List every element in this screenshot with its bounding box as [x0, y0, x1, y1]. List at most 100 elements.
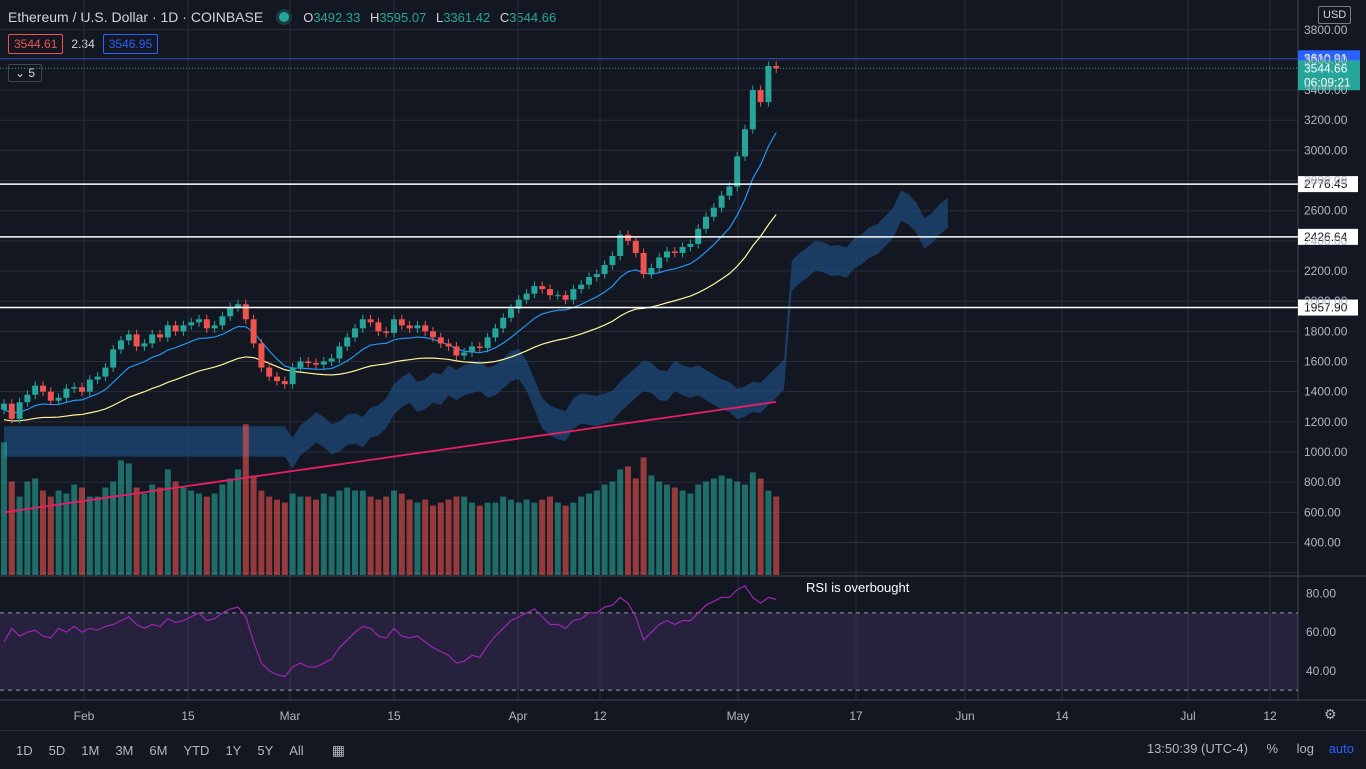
currency-button[interactable]: USD [1318, 6, 1352, 24]
volume-bar [188, 490, 195, 575]
candle-body [570, 289, 577, 300]
candle-body [726, 186, 733, 196]
x-tick-label: 15 [181, 709, 195, 723]
candle-body [352, 328, 358, 338]
volume-bar [773, 496, 780, 575]
candle-body [710, 207, 717, 217]
candle-body [172, 325, 179, 332]
candle-body [406, 325, 413, 329]
y-tick-label: 3200.00 [1304, 113, 1348, 127]
volume-bar [469, 502, 475, 575]
candle-body [297, 361, 304, 368]
candle-body [562, 295, 569, 300]
candle-body [749, 90, 756, 130]
candle-body [422, 325, 429, 332]
y-tick-label: 3800.00 [1304, 23, 1348, 37]
x-tick-label: May [727, 709, 750, 723]
volume-bar [125, 463, 132, 575]
volume-bar [47, 496, 54, 575]
rsi-tick-label: 60.00 [1306, 625, 1336, 639]
volume-bar [554, 502, 561, 575]
log-toggle[interactable]: log [1296, 741, 1314, 756]
x-tick-label: 17 [849, 709, 863, 723]
sell-button[interactable]: 3544.61 [8, 34, 64, 54]
candle-body [453, 346, 460, 356]
candle-body [734, 156, 741, 187]
volume-bar [367, 496, 374, 575]
volume-bar [86, 496, 93, 575]
calendar-icon[interactable]: ▦ [331, 741, 345, 758]
candle-body [617, 234, 624, 256]
candle-body [640, 252, 647, 275]
candle-body [250, 319, 257, 344]
candle-body [632, 240, 639, 253]
level-label: 1957.90 [1304, 301, 1348, 315]
x-tick-label: 15 [387, 709, 401, 723]
indicators-toggle[interactable]: ⌄ 5 [8, 64, 43, 82]
timeframe-ytd[interactable]: YTD [183, 742, 210, 758]
volume-bar [274, 499, 280, 575]
candle-body [461, 352, 468, 356]
percent-toggle[interactable]: % [1266, 741, 1278, 756]
bottom-toolbar: 1D 5D 1M 3M 6M YTD 1Y 5Y All ▦ 13:50:39 (UTC-4) … [0, 730, 1366, 769]
volume-bar [32, 478, 39, 575]
candle-body [180, 325, 187, 332]
timeframe-1m[interactable]: 1M [81, 742, 100, 758]
volume-bar [718, 475, 725, 575]
price-chart[interactable]: 2776.452426.641957.903610.913544.6606:09… [0, 0, 1366, 730]
symbol-title[interactable]: Ethereum / U.S. Dollar · 1D · COINBASE [8, 9, 264, 25]
buy-button[interactable]: 3546.95 [102, 34, 159, 54]
candle-body [687, 243, 694, 247]
volume-bar [500, 496, 507, 575]
volume-bar [625, 466, 631, 575]
rsi-line [3, 585, 777, 678]
volume-bar [687, 493, 694, 575]
candle-body [16, 402, 23, 419]
y-tick-label: 1600.00 [1304, 355, 1348, 369]
y-tick-label: 2400.00 [1304, 234, 1348, 248]
volume-bar [430, 505, 436, 575]
candle-body [1, 403, 7, 410]
volume-bar [219, 484, 226, 575]
candle-body [765, 65, 772, 103]
volume-bar [586, 493, 592, 575]
volume-bar [196, 493, 202, 575]
candle-body [24, 394, 31, 403]
volume-bar [703, 481, 709, 575]
gear-icon[interactable]: ⚙ [1324, 706, 1337, 722]
candle-body [47, 391, 54, 401]
open-value: 3492.33 [313, 9, 361, 25]
volume-bar [383, 496, 390, 575]
volume-bar [710, 478, 717, 575]
timeframe-6m[interactable]: 6M [149, 742, 168, 758]
volume-bar [656, 481, 663, 575]
spread-value: 2.34 [71, 37, 95, 51]
volume-bar [679, 490, 686, 575]
y-tick-label: 2000.00 [1304, 294, 1348, 308]
candle-body [203, 319, 210, 329]
volume-bar [508, 499, 514, 575]
candle-body [164, 325, 171, 338]
candle-body [547, 289, 553, 296]
low-label: L [435, 9, 444, 25]
timeframe-1y[interactable]: 1Y [225, 742, 242, 758]
timeframe-3m[interactable]: 3M [115, 742, 134, 758]
low-value: 3361.42 [443, 9, 491, 25]
volume-bar [570, 502, 577, 575]
candle-body [133, 334, 140, 347]
candle-body [554, 295, 561, 297]
timeframe-5y[interactable]: 5Y [257, 742, 274, 758]
auto-toggle[interactable]: auto [1328, 741, 1354, 756]
candle-body [8, 403, 15, 419]
volume-bar [515, 502, 522, 575]
candle-body [313, 363, 319, 365]
volume-bar [562, 505, 569, 575]
candle-body [523, 293, 530, 300]
x-tick-label: Jun [955, 709, 974, 723]
candle-body [149, 334, 156, 344]
volume-bar [289, 493, 296, 575]
timeframe-all[interactable]: All [289, 742, 304, 758]
candle-body [328, 358, 335, 362]
timeframe-5d[interactable]: 5D [48, 742, 66, 758]
timeframe-1d[interactable]: 1D [16, 742, 33, 758]
